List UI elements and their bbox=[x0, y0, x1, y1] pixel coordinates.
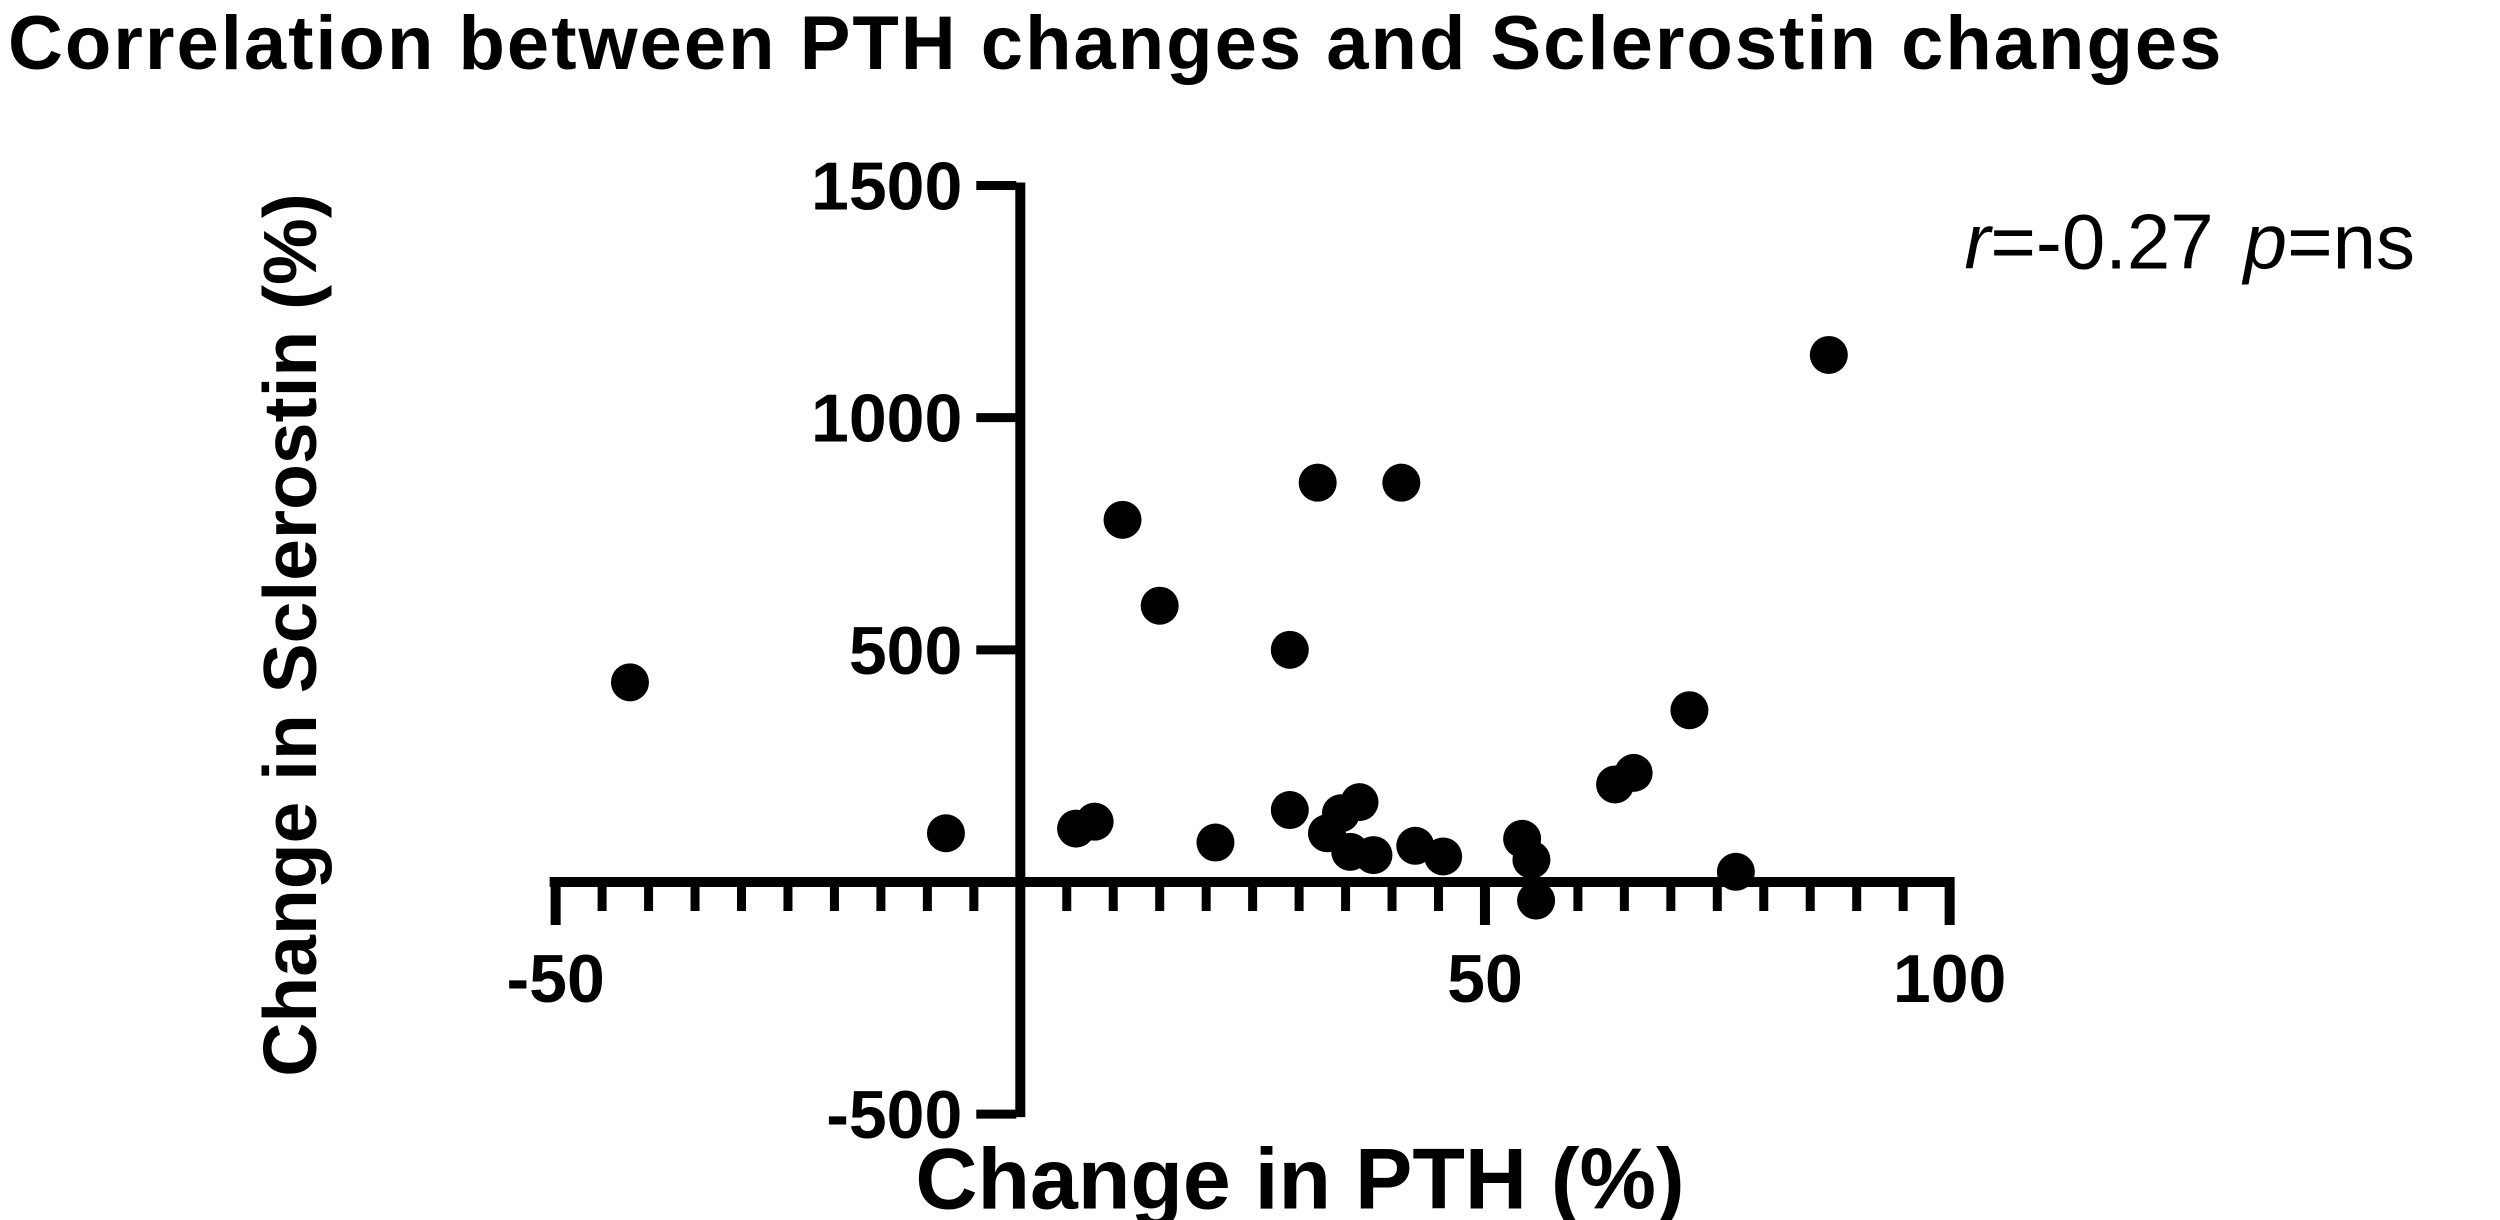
data-point bbox=[1382, 463, 1421, 502]
data-point bbox=[1716, 852, 1755, 891]
y-tick-label: -500 bbox=[826, 1077, 962, 1153]
data-point bbox=[610, 663, 649, 702]
x-tick-label: 50 bbox=[1447, 941, 1523, 1017]
p-value: =ns bbox=[2287, 197, 2415, 286]
p-symbol: p bbox=[2243, 197, 2288, 286]
chart-title: Correlation between PTH changes and Scle… bbox=[8, 1, 2224, 86]
x-tick-label: 100 bbox=[1893, 941, 2006, 1017]
data-point bbox=[1614, 753, 1653, 792]
x-tick-label: -50 bbox=[506, 941, 604, 1017]
data-point bbox=[926, 814, 965, 853]
data-point bbox=[1517, 881, 1556, 920]
data-point bbox=[1809, 335, 1848, 374]
data-point bbox=[1424, 837, 1463, 876]
data-point bbox=[1196, 823, 1235, 862]
r-symbol: r bbox=[1964, 197, 1991, 286]
data-point bbox=[1270, 630, 1309, 669]
data-point bbox=[1103, 500, 1142, 539]
r-value: =-0.27 bbox=[1990, 197, 2214, 286]
data-point bbox=[1270, 791, 1309, 830]
y-tick-label: 1000 bbox=[811, 381, 962, 457]
data-point bbox=[1340, 783, 1379, 822]
correlation-annotation: r=-0.27 p=ns bbox=[1964, 197, 2415, 288]
data-point bbox=[1140, 586, 1179, 625]
data-point bbox=[1298, 463, 1337, 502]
data-point bbox=[1512, 840, 1551, 879]
x-axis-label: Change in PTH (%) bbox=[915, 1131, 1685, 1220]
data-point bbox=[1075, 802, 1114, 841]
data-point bbox=[1670, 691, 1709, 730]
data-point bbox=[1354, 836, 1393, 875]
y-tick-label: 500 bbox=[849, 613, 962, 689]
y-tick-label: 1500 bbox=[811, 148, 962, 224]
